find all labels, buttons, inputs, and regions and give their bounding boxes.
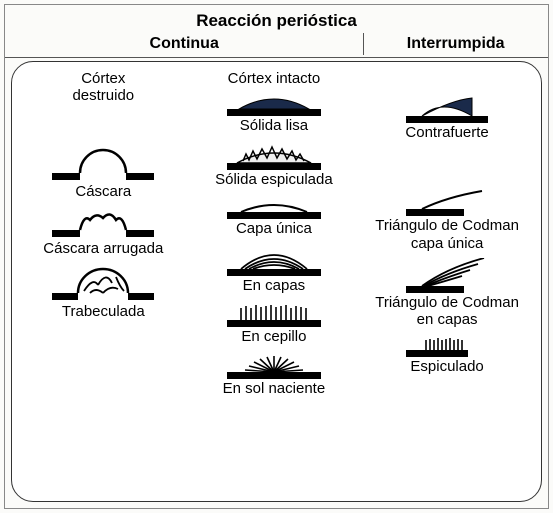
- en-capas-icon: [219, 243, 329, 277]
- label-codman-unica: Triángulo de Codman capa única: [375, 217, 519, 252]
- item-solida-lisa: Sólida lisa: [219, 89, 329, 134]
- diagram-frame: Reacción perióstica Continua Interrumpid…: [4, 4, 549, 509]
- item-cortex-destruido: Córtex destruido: [72, 70, 134, 105]
- label-en-sol-naciente: En sol naciente: [223, 380, 326, 397]
- item-cascara-arrugada: Cáscara arrugada: [43, 206, 163, 257]
- solida-espiculada-icon: [219, 141, 329, 171]
- item-trabeculada: Trabeculada: [48, 263, 158, 320]
- capa-unica-icon: [219, 194, 329, 220]
- label-capa-unica: Capa única: [236, 220, 312, 237]
- codman-unica-icon: [392, 189, 502, 217]
- header-divider: [363, 33, 364, 55]
- label-contrafuerte: Contrafuerte: [405, 124, 488, 141]
- solida-lisa-icon: [219, 89, 329, 117]
- label-trabeculada: Trabeculada: [62, 303, 145, 320]
- column-cortex-intacto: Córtex intacto Sólida lisa Sólida espicu…: [189, 70, 360, 497]
- item-espiculado: Espiculado: [392, 334, 502, 375]
- cascara-arrugada-icon: [48, 206, 158, 240]
- label-en-capas: En capas: [243, 277, 306, 294]
- item-contrafuerte: Contrafuerte: [392, 96, 502, 141]
- en-sol-naciente-icon: [219, 352, 329, 380]
- header-row: Continua Interrumpida: [5, 35, 548, 58]
- trabeculada-icon: [48, 263, 158, 303]
- column-interrumpida: Contrafuerte Triángulo de Codman capa ún…: [359, 70, 535, 497]
- content-panel: Córtex destruido Cáscara Cáscara arrugad…: [11, 61, 542, 502]
- item-codman-unica: Triángulo de Codman capa única: [375, 189, 519, 252]
- label-solida-espiculada: Sólida espiculada: [215, 171, 333, 188]
- item-solida-espiculada: Sólida espiculada: [215, 141, 333, 188]
- label-en-cepillo: En cepillo: [241, 328, 306, 345]
- item-en-cepillo: En cepillo: [219, 300, 329, 345]
- label-cortex-destruido: Córtex destruido: [72, 70, 134, 105]
- item-codman-capas: Triángulo de Codman en capas: [375, 258, 519, 329]
- item-en-sol-naciente: En sol naciente: [219, 352, 329, 397]
- en-cepillo-icon: [219, 300, 329, 328]
- diagram-title: Reacción perióstica: [5, 5, 548, 35]
- cascara-icon: [48, 147, 158, 183]
- label-espiculado: Espiculado: [410, 358, 483, 375]
- header-interrumpida: Interrumpida: [363, 35, 548, 53]
- column-cortex-destruido: Córtex destruido Cáscara Cáscara arrugad…: [18, 70, 189, 497]
- label-cascara-arrugada: Cáscara arrugada: [43, 240, 163, 257]
- label-cortex-intacto: Córtex intacto: [228, 70, 321, 87]
- label-cascara: Cáscara: [75, 183, 131, 200]
- contrafuerte-icon: [392, 96, 502, 124]
- label-codman-capas: Triángulo de Codman en capas: [375, 294, 519, 329]
- item-cascara: Cáscara: [48, 147, 158, 200]
- item-capa-unica: Capa única: [219, 194, 329, 237]
- header-continua: Continua: [5, 35, 363, 53]
- codman-capas-icon: [392, 258, 502, 294]
- espiculado-icon: [392, 334, 502, 358]
- item-cortex-intacto: Córtex intacto: [228, 70, 321, 87]
- label-solida-lisa: Sólida lisa: [240, 117, 308, 134]
- item-en-capas: En capas: [219, 243, 329, 294]
